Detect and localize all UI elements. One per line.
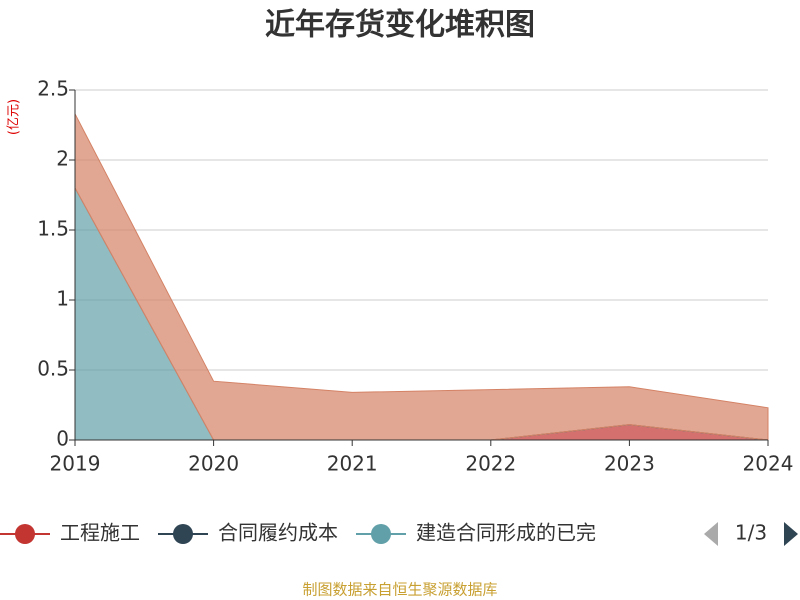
legend-item[interactable]: 工程施工 <box>0 521 140 545</box>
y-tick-label: 0.5 <box>37 357 69 381</box>
x-tick-label: 2022 <box>465 452 516 476</box>
legend-prev[interactable] <box>704 522 718 546</box>
y-tick-label: 1.5 <box>37 217 69 241</box>
x-tick-label: 2019 <box>50 452 101 476</box>
y-axis-label: (亿元) <box>7 99 22 135</box>
legend-label: 工程施工 <box>60 521 140 545</box>
source-note: 制图数据来自恒生聚源数据库 <box>302 581 497 599</box>
y-tick-label: 0 <box>56 427 69 451</box>
legend-page: 1/3 <box>735 521 767 545</box>
legend-item[interactable]: 合同履约成本 <box>158 521 338 545</box>
x-tick-label: 2023 <box>604 452 655 476</box>
legend-label: 合同履约成本 <box>218 521 338 545</box>
x-tick-label: 2021 <box>327 452 378 476</box>
x-tick-label: 2024 <box>743 452 794 476</box>
x-tick-label: 2020 <box>188 452 239 476</box>
y-tick-label: 2.5 <box>37 77 69 101</box>
legend-marker <box>15 524 35 544</box>
legend-marker <box>173 524 193 544</box>
legend-next[interactable] <box>784 522 798 546</box>
legend-item[interactable]: 建造合同形成的已完 <box>356 521 596 545</box>
legend-label: 建造合同形成的已完 <box>416 521 596 545</box>
legend-marker <box>371 524 391 544</box>
y-tick-label: 2 <box>56 147 69 171</box>
chart-title: 近年存货变化堆积图 <box>265 8 535 43</box>
y-tick-label: 1 <box>56 287 69 311</box>
